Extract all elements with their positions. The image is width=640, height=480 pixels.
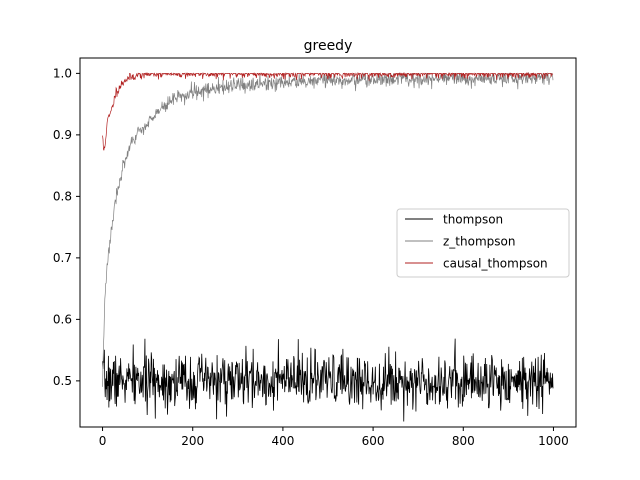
legend-label-z-thompson: z_thompson bbox=[443, 235, 515, 249]
legend-label-causal-thompson: causal_thompson bbox=[443, 257, 548, 271]
series-lines bbox=[102, 71, 554, 422]
y-tick-label: 0.7 bbox=[53, 251, 72, 265]
x-axis: 0 200 400 600 800 1000 bbox=[99, 427, 569, 448]
legend-box bbox=[396, 208, 570, 278]
legend-label-thompson: thompson bbox=[443, 213, 503, 227]
plot-frame bbox=[79, 57, 577, 428]
legend: thompson z_thompson causal_thompson bbox=[396, 208, 570, 278]
x-tick-label: 200 bbox=[181, 434, 204, 448]
series-line-thompson bbox=[102, 338, 554, 422]
x-tick-label: 400 bbox=[271, 434, 294, 448]
x-tick-label: 1000 bbox=[538, 434, 569, 448]
x-tick-label: 800 bbox=[452, 434, 475, 448]
y-axis: 0.5 0.6 0.7 0.8 0.9 1.0 bbox=[53, 66, 80, 388]
y-tick-label: 1.0 bbox=[53, 66, 72, 80]
y-tick-label: 0.8 bbox=[53, 189, 72, 203]
chart-title: greedy bbox=[304, 38, 353, 54]
y-tick-label: 0.9 bbox=[53, 128, 72, 142]
series-line-z-thompson bbox=[102, 72, 554, 387]
x-tick-label: 600 bbox=[362, 434, 385, 448]
y-tick-label: 0.6 bbox=[53, 312, 72, 326]
x-tick-label: 0 bbox=[99, 434, 107, 448]
series-line-causal-thompson bbox=[102, 71, 554, 151]
y-tick-label: 0.5 bbox=[53, 374, 72, 388]
